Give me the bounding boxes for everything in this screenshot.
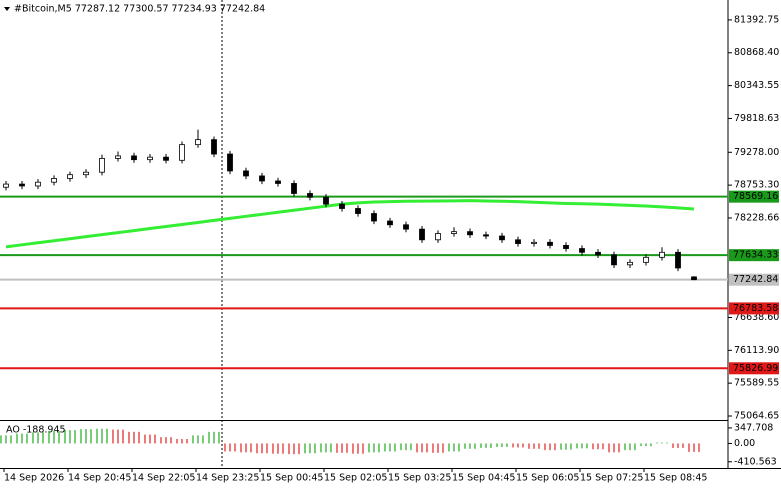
candle-body bbox=[355, 208, 361, 214]
candle-body bbox=[83, 171, 89, 176]
candle-body bbox=[643, 256, 649, 263]
y-tick-label: 79278.00 bbox=[734, 147, 779, 158]
candle-body bbox=[19, 183, 25, 187]
candle-body bbox=[99, 158, 105, 173]
candle-body bbox=[275, 180, 281, 184]
candle-body bbox=[579, 248, 585, 253]
candle-body bbox=[243, 170, 249, 177]
level-label-box bbox=[729, 249, 779, 262]
y-tick-label: 76638.60 bbox=[734, 312, 779, 323]
candle-body bbox=[163, 156, 169, 161]
candle-body bbox=[691, 276, 697, 281]
candle-body bbox=[307, 193, 313, 198]
x-tick-label: 14 Sep 2026 bbox=[4, 473, 64, 484]
candle-body bbox=[659, 251, 665, 258]
y-tick-label: 76113.90 bbox=[734, 345, 779, 356]
candle-body bbox=[51, 178, 57, 183]
candle-body bbox=[291, 183, 297, 194]
candle-body bbox=[211, 139, 217, 155]
candle-body bbox=[563, 245, 569, 249]
candle-body bbox=[147, 156, 153, 161]
y-tick-label: 81392.75 bbox=[734, 14, 779, 25]
candle-body bbox=[227, 153, 233, 172]
level-label-box bbox=[729, 190, 779, 203]
candle-body bbox=[67, 174, 73, 179]
y-tick-label: -410.563 bbox=[734, 456, 777, 467]
moving-average bbox=[5, 199, 695, 249]
candle-body bbox=[131, 155, 137, 161]
candle-body bbox=[3, 183, 9, 188]
candle-body bbox=[371, 213, 377, 222]
level-label: 77634.33 bbox=[733, 250, 778, 261]
candle-body bbox=[611, 254, 617, 266]
candle-body bbox=[515, 239, 521, 244]
level-label-box bbox=[729, 273, 779, 286]
chart-title: #Bitcoin,M5 77287.12 77300.57 77234.93 7… bbox=[14, 4, 265, 15]
level-label: 78569.16 bbox=[733, 191, 778, 202]
candle-body bbox=[259, 175, 265, 182]
x-tick-label: 14 Sep 23:25 bbox=[196, 473, 259, 484]
candle-body bbox=[179, 144, 185, 161]
y-tick-label: 347.708 bbox=[734, 422, 773, 433]
candle-body bbox=[595, 251, 601, 256]
candle-body bbox=[483, 234, 489, 237]
y-tick-label: 78753.30 bbox=[734, 180, 779, 191]
y-tick-label: 79818.63 bbox=[734, 113, 779, 124]
candle-body bbox=[531, 241, 537, 244]
level-label: 75826.99 bbox=[733, 363, 778, 374]
candle-body bbox=[451, 231, 457, 234]
x-tick-label: 15 Sep 03:25 bbox=[388, 473, 451, 484]
candle-body bbox=[419, 228, 425, 241]
x-tick-label: 15 Sep 04:45 bbox=[452, 473, 515, 484]
x-tick-label: 14 Sep 20:45 bbox=[68, 473, 131, 484]
candle-body bbox=[403, 224, 409, 230]
menu-arrow[interactable] bbox=[4, 7, 10, 11]
x-tick-label: 15 Sep 06:05 bbox=[516, 473, 579, 484]
level-label-box bbox=[729, 362, 779, 375]
candle-body bbox=[675, 251, 681, 269]
level-label: 76783.58 bbox=[733, 303, 778, 314]
candle-body bbox=[547, 241, 553, 246]
y-tick-label: 80343.55 bbox=[734, 80, 779, 91]
indicator-title: AO -188.945 bbox=[6, 425, 66, 436]
candle-body bbox=[499, 235, 505, 241]
y-tick-label: 0.00 bbox=[734, 438, 755, 449]
candle-body bbox=[627, 261, 633, 266]
x-tick-label: 15 Sep 00:45 bbox=[260, 473, 323, 484]
x-tick-label: 15 Sep 08:45 bbox=[644, 473, 707, 484]
y-tick-label: 80868.40 bbox=[734, 47, 779, 58]
candle-body bbox=[467, 231, 473, 236]
candle-body bbox=[339, 203, 345, 209]
candle-body bbox=[115, 155, 121, 159]
x-tick-label: 15 Sep 02:05 bbox=[324, 473, 387, 484]
candle-body bbox=[323, 196, 329, 205]
candle-body bbox=[195, 139, 201, 146]
level-label: 77242.84 bbox=[733, 274, 778, 285]
x-tick-label: 15 Sep 07:25 bbox=[580, 473, 643, 484]
y-tick-label: 75589.55 bbox=[734, 378, 779, 389]
level-label-box bbox=[729, 302, 779, 315]
y-tick-label: 75064.65 bbox=[734, 411, 779, 422]
candle-body bbox=[387, 220, 393, 226]
candle-body bbox=[435, 233, 441, 241]
x-tick-label: 14 Sep 22:05 bbox=[132, 473, 195, 484]
y-tick-label: 78228.66 bbox=[734, 212, 779, 223]
candle-body bbox=[35, 181, 41, 187]
